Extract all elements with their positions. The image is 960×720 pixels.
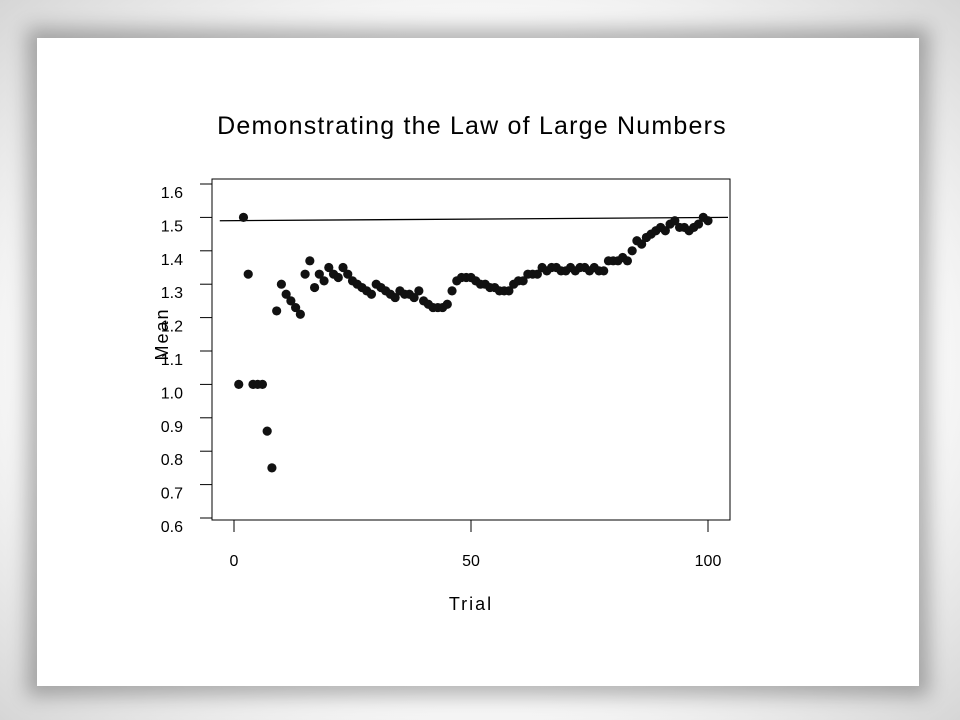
data-point (291, 302, 301, 313)
data-point (390, 292, 400, 303)
data-point (333, 272, 343, 283)
data-point (442, 299, 452, 309)
data-point (409, 292, 419, 303)
data-point (660, 226, 670, 236)
data-point (314, 269, 324, 279)
y-tick-label: 0.6 (161, 519, 183, 536)
data-point (518, 276, 528, 286)
data-point (234, 379, 244, 389)
data-point (319, 276, 329, 286)
data-point (281, 289, 291, 299)
data-point (532, 269, 542, 279)
y-tick-label: 0.8 (161, 452, 183, 469)
y-tick-label: 1.5 (161, 218, 183, 235)
x-tick-label: 100 (695, 553, 722, 570)
data-point (627, 246, 637, 256)
data-point (622, 256, 633, 266)
y-axis: 0.6 0.7 0.8 0.9 1.0 1.1 1.2 1.3 1.4 1.5 1.6 (161, 183, 212, 536)
data-point (238, 212, 249, 222)
y-tick-label: 1.4 (161, 252, 183, 269)
data-point (309, 282, 320, 293)
data-point (414, 286, 424, 296)
data-point (324, 262, 334, 273)
data-point (262, 426, 272, 436)
data-point (295, 309, 305, 319)
data-points (234, 212, 713, 473)
data-point (300, 269, 310, 279)
data-point (366, 289, 377, 299)
x-tick-label: 0 (230, 553, 239, 570)
chart-title: Demonstrating the Law of Large Numbers (217, 112, 727, 140)
x-axis: 0 50 100 (230, 520, 722, 570)
data-point (272, 306, 282, 316)
y-tick-label: 0.9 (161, 419, 183, 436)
data-point (343, 269, 353, 279)
slide (37, 38, 919, 686)
data-point (504, 286, 514, 296)
data-point (267, 463, 277, 473)
data-point (599, 266, 609, 276)
data-point (286, 296, 296, 306)
y-tick-label: 0.7 (161, 486, 183, 503)
y-tick-label: 1.3 (161, 285, 183, 302)
data-point (670, 216, 680, 226)
x-axis-label: Trial (449, 594, 493, 614)
y-axis-label: Mean (152, 307, 172, 360)
data-point (338, 262, 348, 273)
data-point (243, 269, 253, 279)
y-tick-label: 1.6 (161, 185, 183, 202)
data-point (257, 379, 268, 389)
x-tick-label: 50 (462, 553, 480, 570)
data-point (305, 256, 315, 266)
data-point (703, 216, 713, 226)
data-point (447, 286, 457, 296)
data-point (637, 239, 647, 249)
y-tick-label: 1.1 (161, 352, 183, 369)
y-tick-label: 1.2 (161, 319, 183, 336)
data-point (276, 279, 286, 289)
y-tick-label: 1.0 (161, 385, 183, 402)
data-point (693, 219, 704, 229)
reference-line (219, 216, 729, 222)
